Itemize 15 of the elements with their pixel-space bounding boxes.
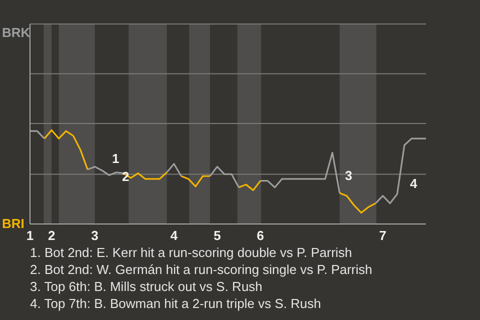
text: 3. Top 6th: B. Mills struck out vs S. Rush: [30, 278, 264, 295]
x-tick-label: 1: [26, 228, 34, 243]
x-tick-label: 6: [256, 228, 264, 243]
text: BRI: [2, 216, 24, 231]
annotation: 1: [112, 151, 120, 166]
annotation: 4: [410, 176, 418, 191]
annotation: 3: [345, 168, 352, 183]
x-tick-label: 2: [48, 228, 56, 243]
text: 1. Bot 2nd: E. Kerr hit a run-scoring double vs P. Parrish: [30, 244, 354, 261]
text: 4. Top 7th: B. Bowman hit a 2-run triple vs S. Rush: [30, 295, 322, 312]
x-tick-label: 4: [170, 228, 178, 243]
text: 2. Bot 2nd: W. Germán hit a run-scoring single vs P. Parrish: [30, 261, 372, 278]
x-tick-label: 3: [91, 228, 98, 243]
x-tick-label: 5: [214, 228, 221, 243]
x-tick-label: 7: [379, 228, 386, 243]
